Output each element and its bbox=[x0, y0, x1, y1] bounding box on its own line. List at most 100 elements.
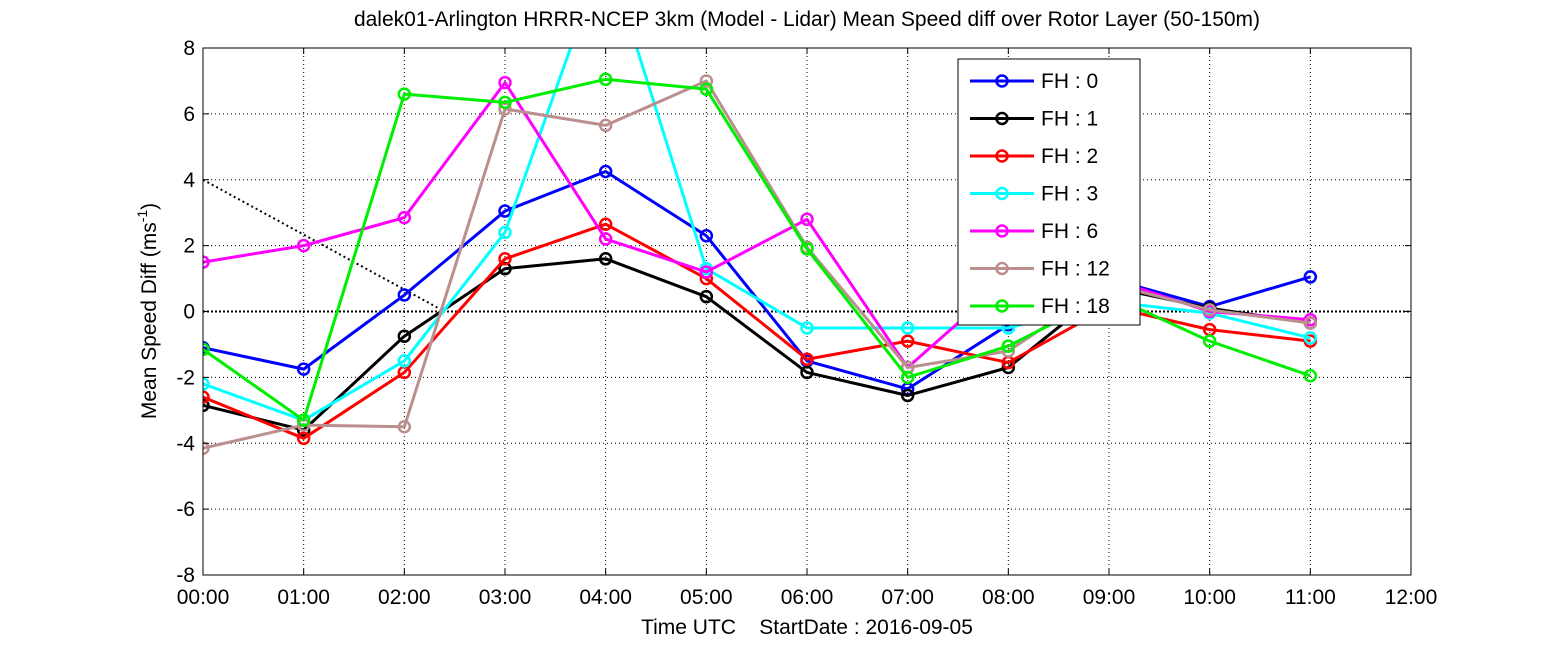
data-point bbox=[296, 362, 311, 376]
y-axis-label-unit-exponent: -1 bbox=[134, 210, 150, 223]
data-point bbox=[397, 329, 412, 343]
x-tick-label: 08:00 bbox=[982, 586, 1035, 609]
x-tick-label: 09:00 bbox=[1083, 586, 1136, 609]
data-point bbox=[296, 413, 311, 427]
data-point bbox=[498, 225, 512, 240]
legend-label: FH : 1 bbox=[1041, 108, 1098, 131]
data-point bbox=[1202, 334, 1217, 348]
legend-swatch-marker bbox=[995, 74, 1009, 88]
legend-item: FH : 3 bbox=[970, 183, 1098, 206]
x-tick-label: 05:00 bbox=[680, 586, 733, 609]
data-point bbox=[598, 252, 613, 266]
y-tick-label: 0 bbox=[183, 301, 195, 324]
plot-area bbox=[202, 47, 1412, 576]
legend-item: FH : 6 bbox=[970, 220, 1098, 243]
x-tick-label: 00:00 bbox=[177, 586, 230, 609]
data-point bbox=[1303, 316, 1318, 330]
data-point bbox=[699, 74, 714, 88]
legend-item: FH : 18 bbox=[970, 295, 1110, 318]
legend-swatch-marker bbox=[995, 224, 1009, 238]
data-point bbox=[598, 72, 613, 87]
data-point bbox=[203, 398, 210, 413]
x-tick-label: 11:00 bbox=[1285, 586, 1336, 609]
data-point bbox=[1303, 331, 1318, 345]
x-tick-label: 06:00 bbox=[781, 586, 834, 609]
data-point bbox=[1001, 339, 1016, 353]
y-axis-ticks: -8 -6 -4 -2 0 2 4 6 8 bbox=[176, 37, 1411, 587]
data-point bbox=[1202, 303, 1217, 317]
data-point bbox=[498, 252, 512, 266]
legend-label: FH : 18 bbox=[1041, 295, 1110, 318]
x-tick-label: 04:00 bbox=[579, 586, 632, 609]
y-tick-label: -6 bbox=[176, 498, 195, 521]
data-point bbox=[598, 232, 613, 246]
data-point bbox=[203, 441, 210, 455]
data-point bbox=[296, 238, 311, 253]
data-point bbox=[397, 210, 412, 225]
y-tick-label: -2 bbox=[176, 366, 195, 389]
data-point bbox=[699, 82, 714, 96]
data-point bbox=[598, 118, 613, 133]
data-point bbox=[1303, 270, 1318, 284]
x-tick-label: 12:00 bbox=[1385, 586, 1438, 609]
data-point bbox=[498, 204, 512, 218]
data-point bbox=[800, 321, 814, 335]
data-point bbox=[498, 95, 512, 110]
y-tick-label: 8 bbox=[183, 37, 195, 60]
data-point bbox=[296, 431, 311, 446]
y-tick-label: 6 bbox=[183, 103, 195, 126]
y-tick-label: -8 bbox=[176, 564, 195, 587]
legend-label: FH : 6 bbox=[1041, 220, 1098, 243]
chart-legend: FH : 0 FH : 1 FH : 2 FH : 3 FH : 6 FH : 12 FH … bbox=[957, 58, 1141, 326]
data-point bbox=[699, 228, 714, 243]
y-axis-label: Mean Speed Diff (ms-1) bbox=[134, 203, 161, 419]
data-point bbox=[800, 242, 814, 256]
y-axis-label-close: ) bbox=[138, 203, 161, 210]
legend-label: FH : 2 bbox=[1041, 145, 1098, 168]
x-tick-label: 03:00 bbox=[479, 586, 532, 609]
data-point bbox=[900, 388, 915, 403]
data-point bbox=[397, 288, 412, 302]
data-point bbox=[203, 255, 210, 269]
data-point bbox=[203, 342, 210, 357]
x-tick-label: 10:00 bbox=[1183, 586, 1236, 609]
legend-swatch-marker bbox=[995, 299, 1009, 313]
data-point bbox=[699, 265, 714, 279]
data-point bbox=[397, 87, 412, 101]
x-tick-label: 07:00 bbox=[881, 586, 934, 609]
y-tick-label: -4 bbox=[176, 432, 195, 455]
legend-swatch-marker bbox=[995, 186, 1009, 201]
legend-item: FH : 2 bbox=[970, 145, 1098, 168]
legend-swatch-marker bbox=[995, 111, 1009, 126]
legend-swatch-marker bbox=[995, 149, 1009, 163]
legend-label: FH : 0 bbox=[1041, 70, 1098, 93]
y-tick-label: 2 bbox=[183, 235, 195, 258]
data-point bbox=[800, 352, 814, 367]
legend-item: FH : 12 bbox=[970, 258, 1110, 281]
data-point bbox=[203, 377, 210, 391]
legend-swatch-marker bbox=[995, 261, 1009, 276]
data-point bbox=[598, 217, 613, 231]
legend-label: FH : 12 bbox=[1041, 258, 1110, 281]
data-point bbox=[699, 289, 714, 304]
data-point bbox=[800, 365, 814, 380]
dotted-trend-line bbox=[202, 178, 446, 313]
data-point bbox=[900, 370, 915, 385]
data-point bbox=[598, 164, 613, 179]
y-axis-label-main: Mean Speed Diff (ms bbox=[138, 222, 161, 419]
data-point bbox=[203, 390, 210, 404]
x-axis-label: Time UTC StartDate : 2016-09-05 bbox=[641, 616, 973, 639]
data-point bbox=[900, 321, 915, 335]
data-point bbox=[900, 334, 915, 348]
chart-title: dalek01-Arlington HRRR-NCEP 3km (Model -… bbox=[354, 8, 1260, 31]
legend-item: FH : 0 bbox=[970, 70, 1098, 93]
legend-item: FH : 1 bbox=[970, 108, 1098, 131]
x-tick-label: 01:00 bbox=[277, 586, 330, 609]
data-point bbox=[397, 354, 412, 368]
data-point bbox=[498, 75, 512, 90]
data-point bbox=[1303, 368, 1318, 383]
data-point bbox=[397, 420, 412, 434]
data-point bbox=[800, 212, 814, 227]
legend-label: FH : 3 bbox=[1041, 183, 1098, 206]
